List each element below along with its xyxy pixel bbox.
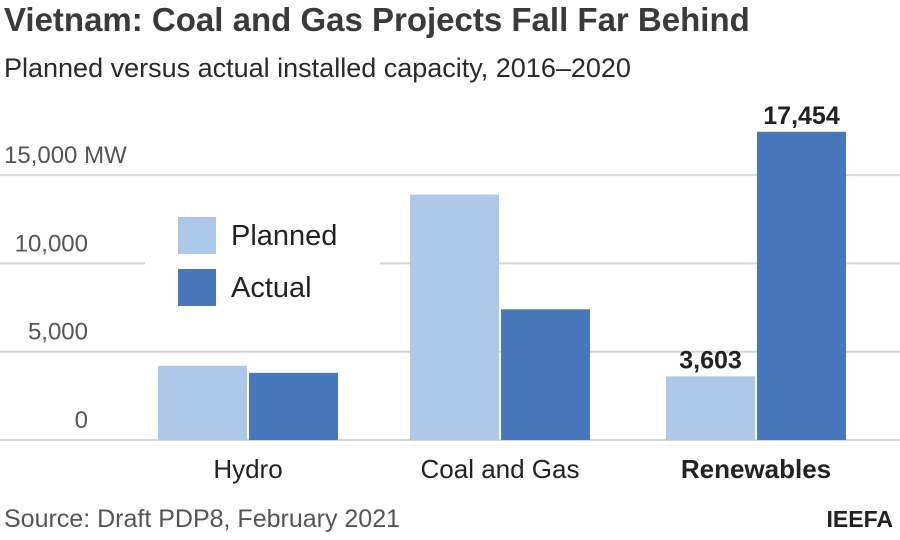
bar-actual: [501, 309, 590, 440]
x-category-label: Hydro: [213, 454, 282, 484]
data-label: 17,454: [763, 102, 840, 130]
y-tick-label: 15,000 MW: [4, 142, 127, 169]
legend: Planned Actual: [178, 217, 337, 306]
chart-subtitle: Planned versus actual installed capacity…: [4, 53, 631, 83]
y-tick-label: 0: [75, 407, 88, 434]
legend-label-actual: Actual: [231, 272, 312, 304]
legend-label-planned: Planned: [231, 220, 337, 252]
bar-planned: [666, 376, 755, 440]
y-tick-label: 5,000: [28, 319, 88, 346]
chart-title: Vietnam: Coal and Gas Projects Fall Far …: [4, 1, 750, 38]
brand-label: IEEFA: [827, 506, 893, 532]
y-tick-label: 10,000: [15, 230, 88, 257]
legend-swatch-planned: [178, 217, 216, 254]
bar-planned: [158, 365, 247, 440]
bar-actual: [757, 131, 846, 440]
source-note: Source: Draft PDP8, February 2021: [4, 505, 400, 533]
x-category-label: Renewables: [681, 454, 831, 484]
legend-swatch-actual: [178, 269, 216, 306]
x-category-label: Coal and Gas: [421, 454, 580, 484]
bar-actual: [249, 372, 338, 440]
data-label: 3,603: [679, 346, 742, 374]
bar-planned: [410, 194, 499, 440]
